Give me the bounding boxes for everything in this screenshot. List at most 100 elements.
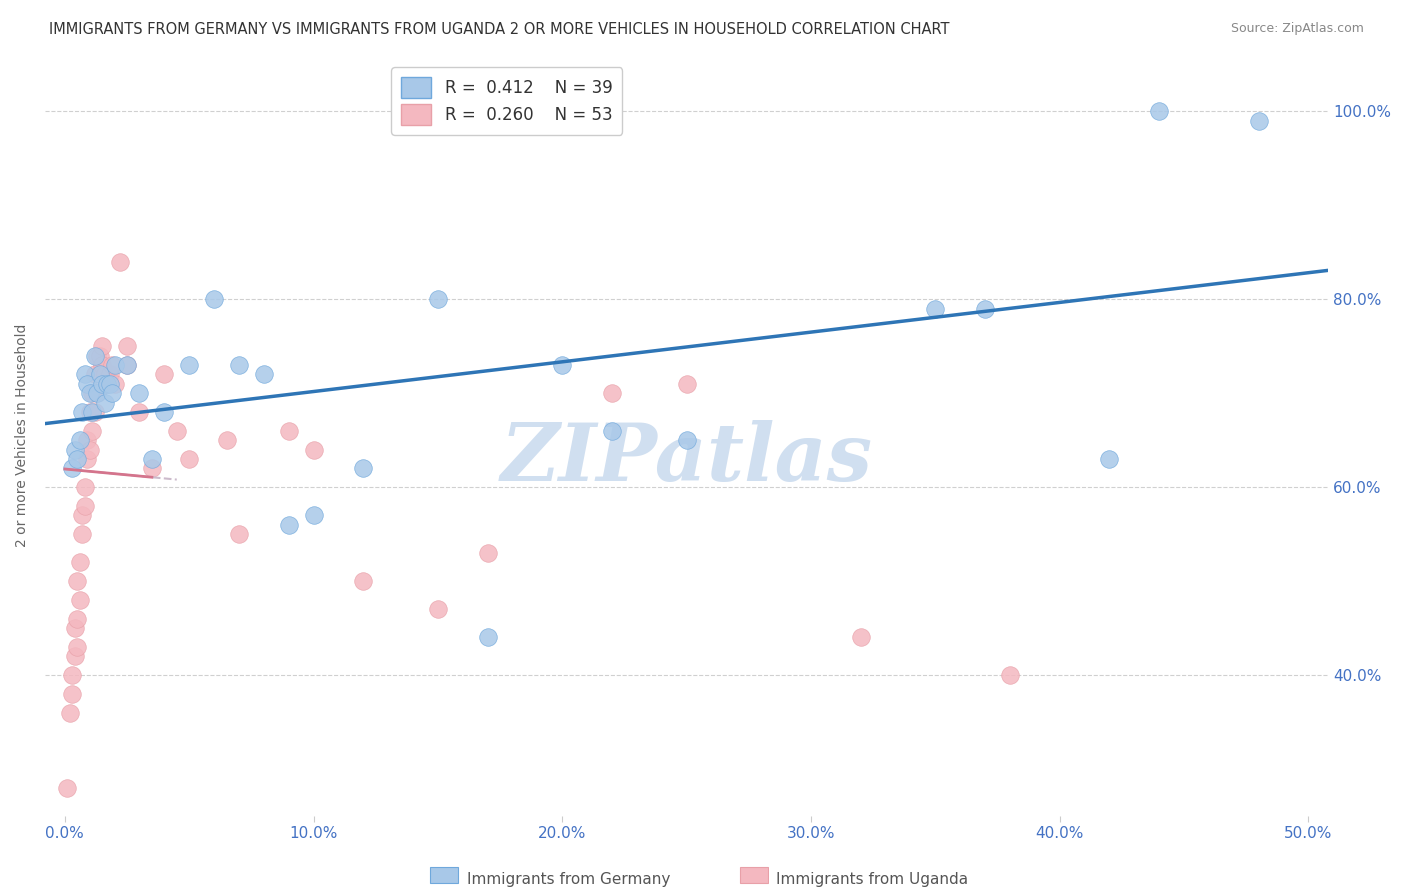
- Point: [82, 405, 104, 419]
- Y-axis label: 2 or more Vehicles in Household: 2 or more Vehicles in Household: [15, 324, 30, 547]
- Point: [302, 442, 325, 457]
- Point: [104, 376, 127, 391]
- Point: [600, 424, 623, 438]
- Point: [73, 499, 96, 513]
- Point: [91, 339, 114, 353]
- Point: [101, 358, 124, 372]
- Point: [675, 434, 697, 448]
- Point: [79, 405, 101, 419]
- Text: Source: ZipAtlas.com: Source: ZipAtlas.com: [1230, 22, 1364, 36]
- Point: [352, 461, 374, 475]
- Point: [63, 621, 86, 635]
- Point: [82, 386, 104, 401]
- Point: [73, 480, 96, 494]
- Point: [86, 349, 108, 363]
- Point: [93, 368, 115, 382]
- Point: [60, 461, 83, 475]
- Point: [228, 358, 250, 372]
- Point: [352, 574, 374, 588]
- Point: [69, 434, 91, 448]
- Point: [141, 461, 163, 475]
- Point: [91, 376, 114, 391]
- Point: [69, 593, 91, 607]
- Point: [76, 452, 98, 467]
- Point: [82, 424, 104, 438]
- Point: [60, 687, 83, 701]
- Text: Immigrants from Uganda: Immigrants from Uganda: [776, 872, 969, 888]
- Point: [66, 574, 89, 588]
- Point: [253, 368, 276, 382]
- Point: [59, 706, 82, 720]
- Point: [108, 254, 131, 268]
- Point: [179, 358, 201, 372]
- Point: [1147, 104, 1170, 119]
- Point: [477, 546, 499, 560]
- Point: [426, 293, 449, 307]
- Point: [115, 358, 138, 372]
- Point: [153, 405, 176, 419]
- Point: [66, 640, 89, 654]
- Point: [89, 368, 111, 382]
- Point: [166, 424, 188, 438]
- Point: [202, 293, 225, 307]
- Point: [72, 527, 94, 541]
- Point: [69, 555, 91, 569]
- Point: [66, 612, 89, 626]
- Point: [974, 301, 997, 316]
- Point: [56, 780, 79, 795]
- Point: [115, 358, 138, 372]
- Point: [128, 405, 150, 419]
- Point: [76, 376, 98, 391]
- Point: [86, 386, 108, 401]
- Bar: [430, 867, 458, 883]
- Point: [98, 376, 121, 391]
- Point: [600, 386, 623, 401]
- Point: [83, 405, 105, 419]
- Point: [86, 386, 108, 401]
- Point: [153, 368, 176, 382]
- Point: [76, 434, 98, 448]
- Text: Immigrants from Germany: Immigrants from Germany: [467, 872, 671, 888]
- Point: [998, 668, 1021, 682]
- Bar: [740, 867, 768, 883]
- Point: [141, 452, 163, 467]
- Point: [302, 508, 325, 523]
- Point: [96, 376, 118, 391]
- Point: [83, 349, 105, 363]
- Point: [101, 386, 124, 401]
- Point: [60, 668, 83, 682]
- Text: ZIPatlas: ZIPatlas: [501, 419, 873, 497]
- Point: [179, 452, 201, 467]
- Point: [104, 358, 127, 372]
- Point: [79, 442, 101, 457]
- Point: [477, 631, 499, 645]
- Point: [228, 527, 250, 541]
- Point: [98, 368, 121, 382]
- Point: [63, 649, 86, 664]
- Point: [1098, 452, 1121, 467]
- Point: [1247, 114, 1270, 128]
- Point: [72, 405, 94, 419]
- Point: [551, 358, 574, 372]
- Point: [115, 339, 138, 353]
- Point: [89, 349, 111, 363]
- Point: [66, 452, 89, 467]
- Text: IMMIGRANTS FROM GERMANY VS IMMIGRANTS FROM UGANDA 2 OR MORE VEHICLES IN HOUSEHOL: IMMIGRANTS FROM GERMANY VS IMMIGRANTS FR…: [49, 22, 949, 37]
- Point: [73, 368, 96, 382]
- Point: [79, 386, 101, 401]
- Point: [89, 368, 111, 382]
- Point: [924, 301, 946, 316]
- Point: [128, 386, 150, 401]
- Point: [93, 395, 115, 409]
- Point: [63, 442, 86, 457]
- Point: [675, 376, 697, 391]
- Point: [277, 517, 299, 532]
- Point: [83, 368, 105, 382]
- Point: [849, 631, 872, 645]
- Point: [277, 424, 299, 438]
- Point: [215, 434, 238, 448]
- Point: [426, 602, 449, 616]
- Point: [96, 376, 118, 391]
- Point: [91, 358, 114, 372]
- Point: [72, 508, 94, 523]
